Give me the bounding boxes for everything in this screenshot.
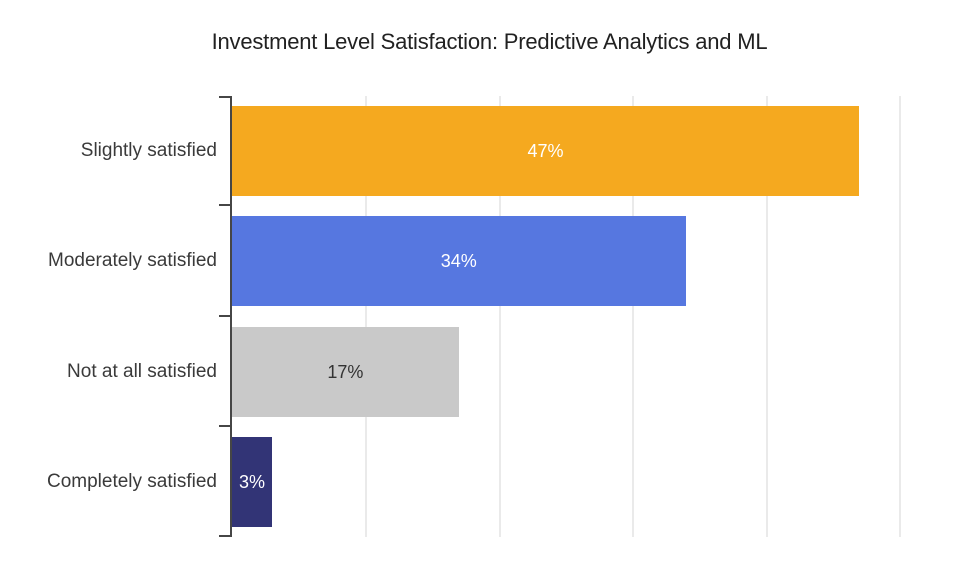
gridline-10	[365, 96, 368, 537]
axis-tick	[219, 204, 230, 206]
axis-tick	[219, 425, 230, 427]
gridline-30	[632, 96, 635, 537]
gridline-50	[898, 96, 901, 537]
value-label-moderately-satisfied: 34%	[440, 250, 477, 271]
gridline-40	[765, 96, 768, 537]
category-label-completely-satisfied: Completely satisfied	[46, 470, 217, 492]
category-label-not-at-all-satisfied: Not at all satisfied	[67, 360, 217, 382]
axis-tick	[219, 535, 230, 537]
category-label-moderately-satisfied: Moderately satisfied	[48, 250, 217, 272]
value-label-completely-satisfied: 3%	[239, 471, 266, 492]
bar-moderately-satisfied[interactable]: 34%	[232, 216, 686, 306]
axis-tick	[219, 96, 230, 98]
bar-slightly-satisfied[interactable]: 47%	[232, 106, 859, 196]
category-label-slightly-satisfied: Slightly satisfied	[80, 140, 217, 162]
value-label-not-at-all-satisfied: 17%	[327, 361, 364, 382]
value-label-slightly-satisfied: 47%	[527, 140, 564, 161]
bar-not-at-all-satisfied[interactable]: 17%	[232, 327, 459, 417]
bar-completely-satisfied[interactable]: 3%	[232, 437, 273, 527]
axis-tick	[219, 315, 230, 317]
chart-title: Investment Level Satisfaction: Predictiv…	[211, 29, 768, 54]
plot-area: 47% 34% 17% 3%	[219, 96, 979, 537]
y-axis-line	[230, 96, 232, 537]
gridline-20	[498, 96, 501, 537]
